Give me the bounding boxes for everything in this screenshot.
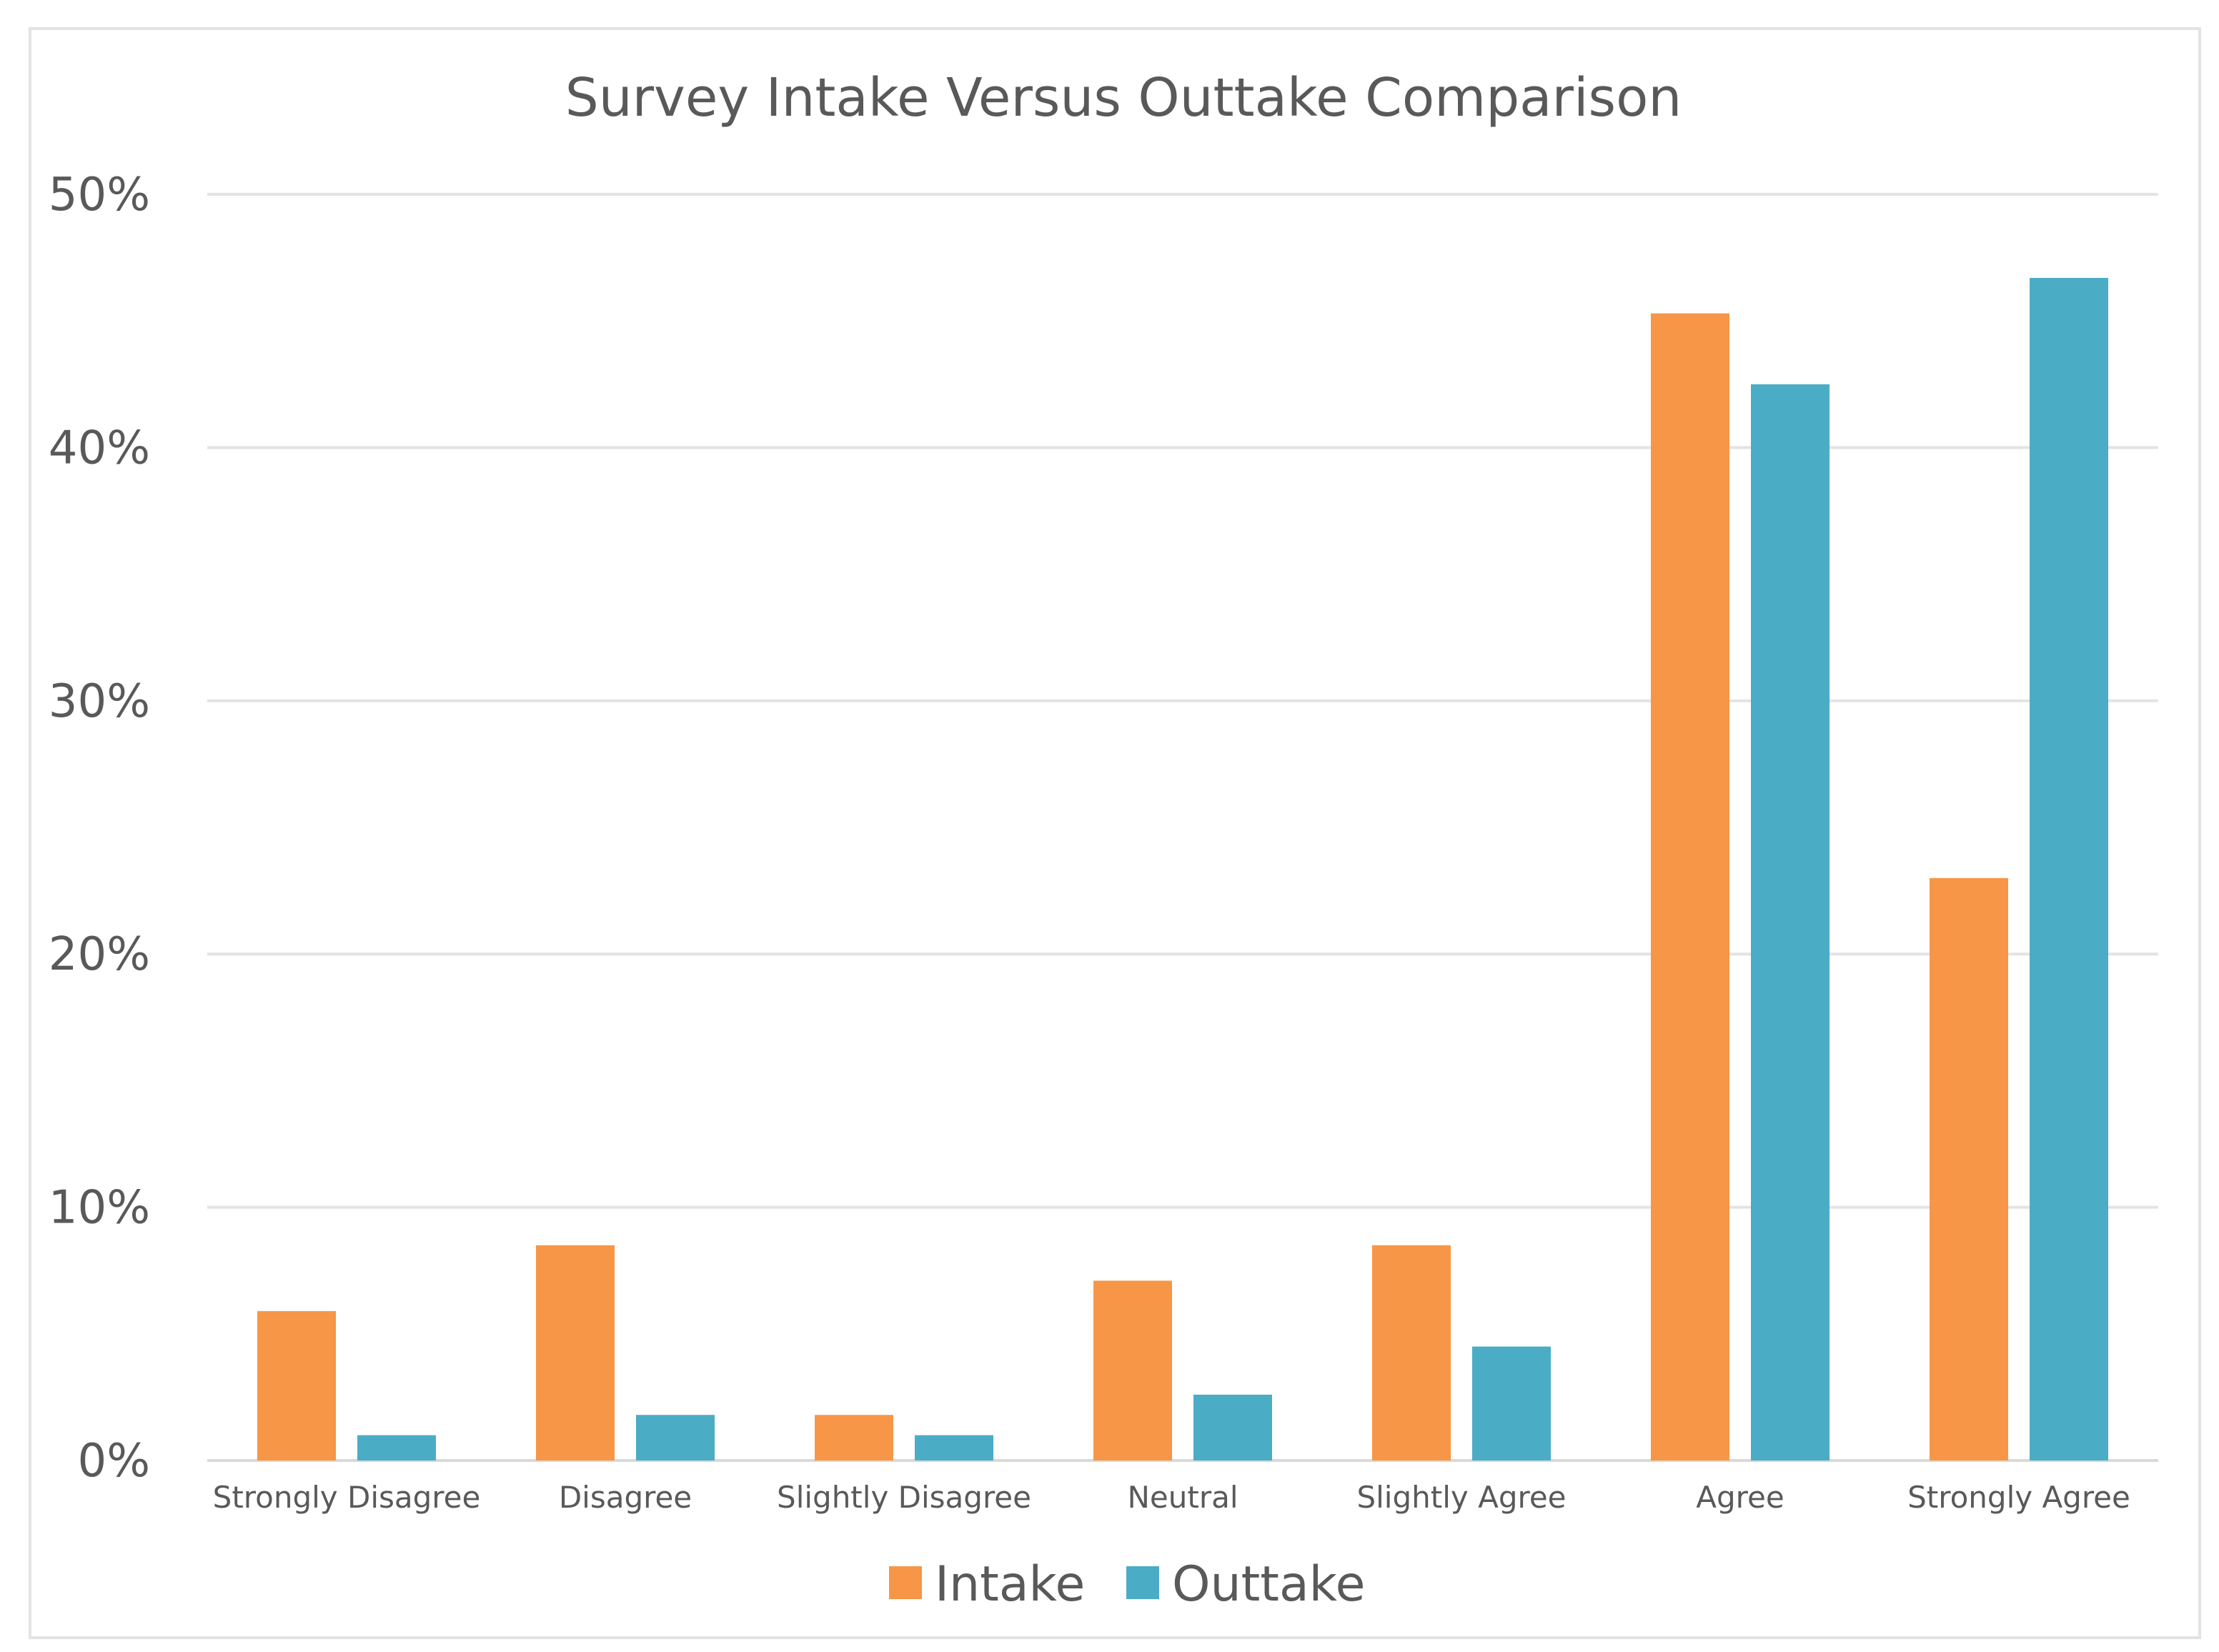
x-tick-label: Strongly Agree <box>1907 1480 2130 1515</box>
legend-swatch-outtake <box>1126 1566 1159 1599</box>
x-tick-label: Slightly Disagree <box>777 1480 1031 1515</box>
bar-outtake-strongly-agree <box>2030 277 2108 1461</box>
legend-label-intake: Intake <box>935 1556 1085 1613</box>
bar-outtake-strongly-disagree <box>357 1435 436 1461</box>
y-tick-label: 40% <box>49 422 150 474</box>
x-tick-label: Agree <box>1696 1480 1784 1515</box>
bar-outtake-slightly-agree <box>1472 1346 1551 1461</box>
gridlines <box>207 193 2158 1462</box>
y-tick-label: 30% <box>49 675 150 728</box>
x-tick-label: Slightly Agree <box>1356 1480 1566 1515</box>
bar-intake-strongly-agree <box>1930 877 2008 1461</box>
bar-intake-slightly-disagree <box>815 1415 893 1461</box>
y-tick-label: 20% <box>49 928 150 981</box>
x-tick-label: Neutral <box>1127 1480 1238 1515</box>
y-tick-label: 50% <box>49 169 150 222</box>
bar-intake-strongly-disagree <box>257 1310 336 1461</box>
legend: Intake Outtake <box>889 1556 1365 1613</box>
x-axis-ticks: Strongly Disagree Disagree Slightly Disagr… <box>213 1480 2130 1515</box>
bar-intake-disagree <box>536 1245 615 1461</box>
chart-title: Survey Intake Versus Outtake Comparison <box>565 67 1682 129</box>
x-tick-label: Disagree <box>559 1480 692 1515</box>
y-axis-ticks: 0% 10% 20% 30% 40% 50% <box>49 169 150 1488</box>
bar-intake-agree <box>1651 313 1729 1461</box>
legend-label-outtake: Outtake <box>1172 1556 1365 1613</box>
bar-outtake-neutral <box>1193 1394 1272 1461</box>
x-tick-label: Strongly Disagree <box>213 1480 481 1515</box>
bar-intake-neutral <box>1093 1280 1172 1461</box>
bars <box>257 277 2108 1461</box>
y-tick-label: 10% <box>49 1182 150 1235</box>
legend-swatch-intake <box>889 1566 922 1599</box>
bar-outtake-slightly-disagree <box>915 1435 993 1461</box>
bar-intake-slightly-agree <box>1372 1245 1451 1461</box>
bar-outtake-disagree <box>636 1415 715 1461</box>
bar-outtake-agree <box>1751 384 1830 1461</box>
y-tick-label: 0% <box>77 1435 150 1488</box>
